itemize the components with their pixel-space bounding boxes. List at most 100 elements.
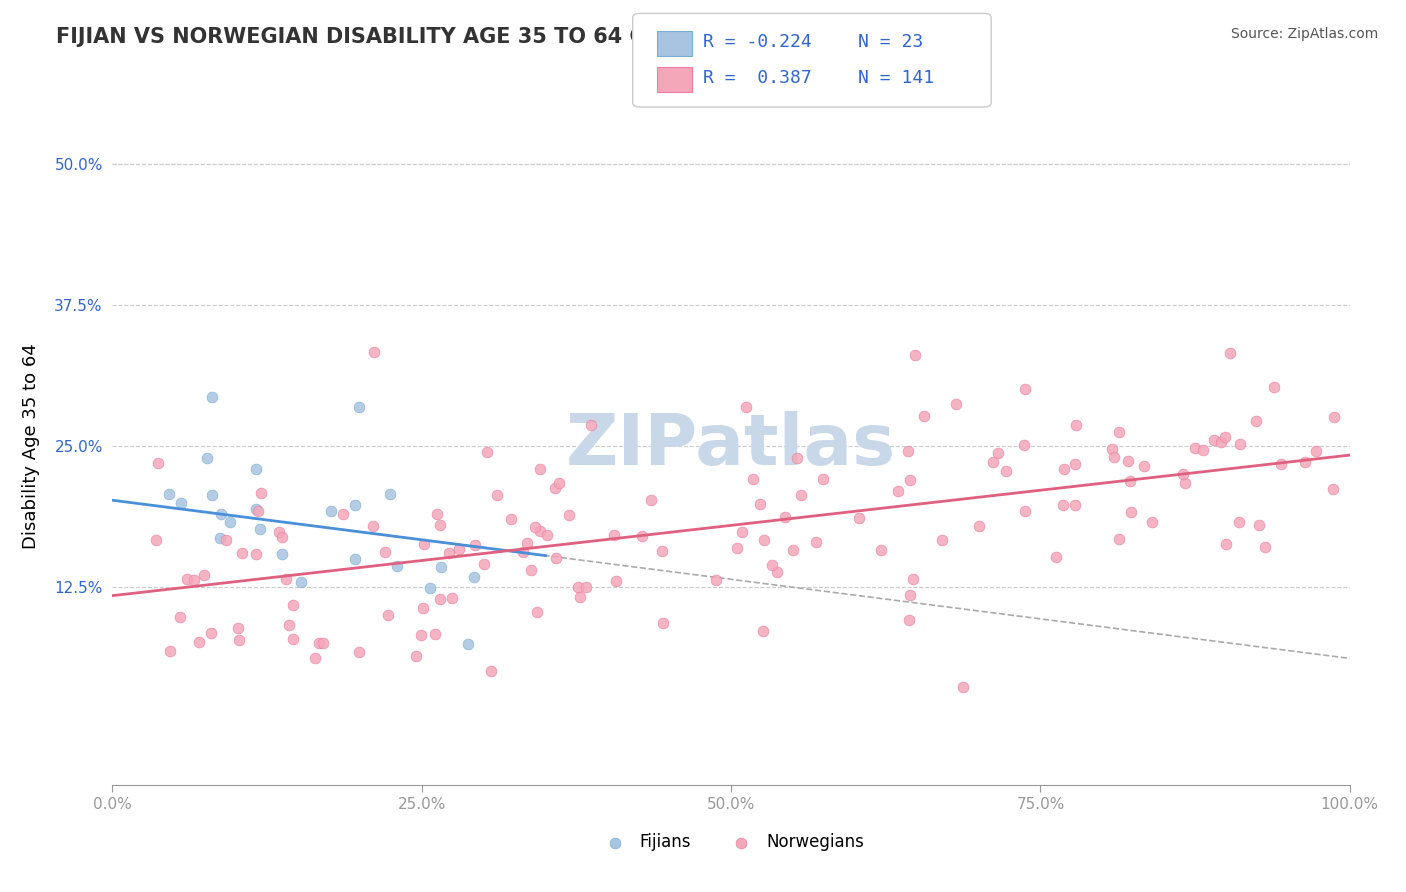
Point xyxy=(1066,418,1088,433)
Point xyxy=(347,645,370,659)
Point xyxy=(486,488,509,502)
Point xyxy=(426,507,449,521)
Point xyxy=(631,529,654,543)
Point xyxy=(145,533,167,547)
Point xyxy=(1249,518,1271,533)
Point xyxy=(1323,410,1346,425)
Point xyxy=(187,635,209,649)
Point xyxy=(1119,474,1142,488)
Point xyxy=(209,531,232,545)
Point xyxy=(429,592,451,607)
Point xyxy=(377,607,399,622)
Point xyxy=(274,572,297,586)
Point xyxy=(1219,345,1241,359)
Text: R =  0.387: R = 0.387 xyxy=(703,69,811,87)
Point xyxy=(1227,515,1250,529)
Point xyxy=(201,488,224,502)
Text: Source: ZipAtlas.com: Source: ZipAtlas.com xyxy=(1230,27,1378,41)
Point xyxy=(449,541,471,556)
Point xyxy=(725,541,748,555)
Point xyxy=(159,643,181,657)
Point xyxy=(499,511,522,525)
Point xyxy=(741,472,763,486)
Point xyxy=(1108,425,1130,439)
Point xyxy=(766,565,789,579)
Point xyxy=(640,492,662,507)
Point xyxy=(603,528,626,542)
Point xyxy=(250,486,273,500)
Point xyxy=(332,507,354,521)
Point xyxy=(419,581,441,595)
Point xyxy=(283,599,305,613)
Point xyxy=(605,574,627,588)
Point xyxy=(1012,438,1035,452)
Point xyxy=(277,618,299,632)
Point xyxy=(193,567,215,582)
Point xyxy=(228,632,250,647)
Point xyxy=(319,504,342,518)
Point xyxy=(245,462,267,476)
Point xyxy=(472,557,495,571)
Point xyxy=(215,533,238,547)
Point xyxy=(912,409,935,423)
Point xyxy=(290,574,312,589)
Point xyxy=(967,519,990,533)
Point xyxy=(1229,436,1251,450)
Point xyxy=(735,400,758,414)
Point xyxy=(429,517,451,532)
Point xyxy=(201,390,224,404)
Point xyxy=(886,484,908,499)
Point xyxy=(704,573,727,587)
Point xyxy=(952,680,974,694)
Point xyxy=(363,519,385,533)
Point xyxy=(1254,540,1277,554)
Point xyxy=(437,546,460,560)
Point xyxy=(245,501,267,516)
Point xyxy=(1209,435,1232,450)
Point xyxy=(544,481,567,495)
Point xyxy=(374,545,396,559)
Point xyxy=(548,476,571,491)
Point xyxy=(1294,455,1316,469)
Point xyxy=(1244,413,1267,427)
Point xyxy=(344,552,367,566)
Point xyxy=(1052,498,1074,512)
Point xyxy=(1014,504,1036,518)
Point xyxy=(575,580,598,594)
Point xyxy=(981,454,1004,468)
Point xyxy=(529,462,551,476)
Text: N = 23: N = 23 xyxy=(858,33,922,51)
Point xyxy=(363,345,385,359)
Point xyxy=(1270,457,1292,471)
Point xyxy=(1204,433,1226,447)
Point xyxy=(775,510,797,524)
Point xyxy=(312,636,335,650)
Point xyxy=(387,559,409,574)
Point xyxy=(526,605,548,619)
Point xyxy=(523,519,546,533)
Point xyxy=(731,525,754,540)
Point xyxy=(945,397,967,411)
Point xyxy=(1322,482,1344,496)
Point xyxy=(245,547,267,561)
Point xyxy=(464,538,486,552)
Point xyxy=(557,508,579,522)
Point xyxy=(169,609,191,624)
Point xyxy=(1045,550,1067,565)
Point xyxy=(516,535,538,549)
Text: N = 141: N = 141 xyxy=(858,69,934,87)
Point xyxy=(1102,450,1125,465)
Point xyxy=(1121,505,1143,519)
Point xyxy=(176,572,198,586)
Point xyxy=(1213,430,1236,444)
Point xyxy=(529,524,551,539)
Text: ZIPatlas: ZIPatlas xyxy=(567,411,896,481)
Point xyxy=(870,543,893,558)
Point xyxy=(378,487,401,501)
Point xyxy=(898,473,921,487)
Point xyxy=(249,523,271,537)
Point xyxy=(1064,498,1087,512)
Point xyxy=(1305,444,1327,458)
Point xyxy=(1171,467,1194,481)
Point xyxy=(1108,532,1130,546)
